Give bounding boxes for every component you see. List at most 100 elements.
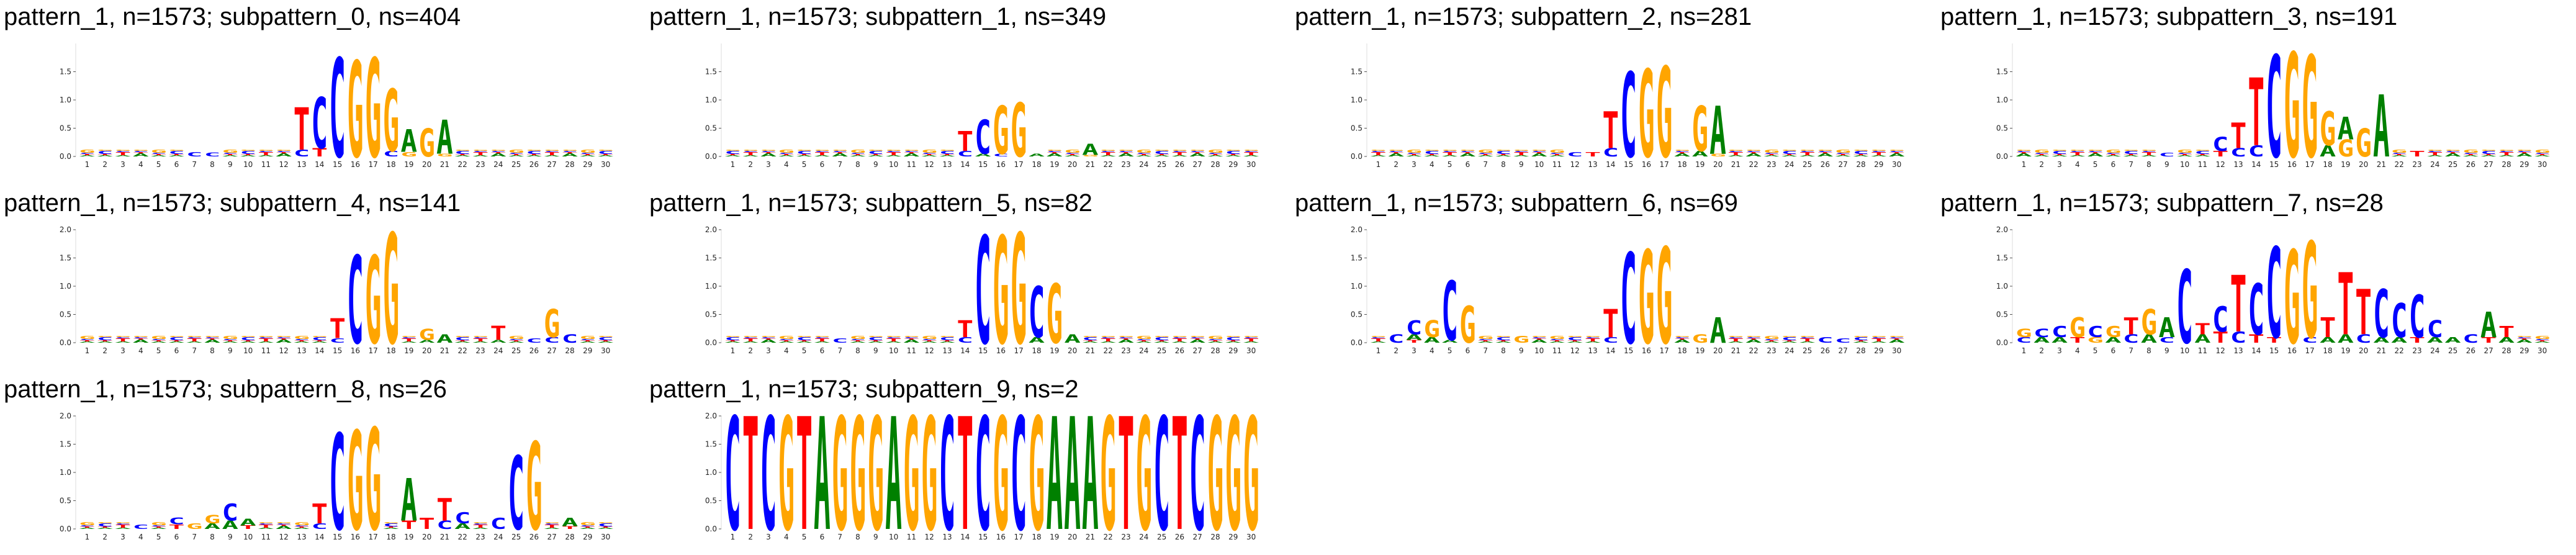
logo-letter-C: C (2230, 146, 2247, 160)
logo-letter-A: A (1064, 386, 1081, 555)
logo-letter-T: T (312, 340, 328, 342)
x-tick-label: 25 (2448, 346, 2457, 355)
logo-letter-C: C (97, 336, 114, 341)
logo-letter-C: C (2230, 329, 2247, 347)
logo-letter-C: C (276, 151, 292, 153)
x-tick-label: 18 (1032, 346, 1041, 355)
logo-letter-G: G (1871, 336, 1888, 338)
logo-letter-C: C (508, 153, 525, 155)
logo-letter-T: T (2087, 152, 2104, 154)
logo-letter-T: T (115, 151, 132, 156)
logo-letter-G: G (1745, 336, 1762, 338)
logo-letter-T: T (133, 338, 150, 340)
logo-letter-T: T (1136, 154, 1153, 156)
y-tick-label: 0.0 (705, 338, 717, 347)
panel-title: pattern_1, n=1573; subpattern_9, ns=2 (649, 376, 1079, 403)
logo-letter-T: T (1171, 338, 1188, 343)
logo-letter-T: T (1189, 152, 1206, 154)
logo-letter-A: A (2105, 155, 2122, 157)
logo-letter-G: G (724, 336, 741, 338)
logo-letter-C: C (2015, 151, 2032, 153)
logo-letter-A: A (418, 339, 435, 343)
logo-letter-G: G (2498, 150, 2515, 151)
x-tick-label: 8 (1501, 160, 1506, 169)
logo-letter-G: G (2302, 216, 2318, 369)
x-tick-label: 17 (369, 346, 378, 355)
logo-letter-A: A (1406, 155, 1423, 157)
logo-letter-G: G (1118, 336, 1135, 338)
y-tick-label: 0.5 (60, 497, 71, 505)
logo-letter-G: G (1638, 225, 1655, 374)
logo-letter-T: T (508, 340, 525, 342)
y-tick-label: 1.5 (60, 254, 71, 263)
y-tick-label: 0.0 (1351, 152, 1362, 161)
logo-letter-G: G (1047, 150, 1063, 151)
x-tick-label: 20 (1068, 533, 1077, 541)
logo-letter-A: A (1799, 155, 1816, 157)
logo-letter-G: G (597, 150, 614, 151)
logo-letter-T: T (1477, 154, 1494, 156)
logo-letter-C: C (2427, 315, 2444, 343)
x-tick-label: 28 (1210, 160, 1220, 169)
x-tick-label: 7 (837, 533, 842, 541)
logo-letter-T: T (115, 338, 132, 343)
logo-letter-G: G (1388, 150, 1405, 151)
logo-letter-G: G (294, 335, 310, 340)
logo-letter-A: A (2176, 155, 2193, 157)
logo-letter-T: T (1388, 152, 1405, 154)
x-tick-label: 22 (1749, 346, 1759, 355)
logo-letter-C: C (2266, 28, 2282, 190)
logo-letter-C: C (383, 149, 400, 158)
logo-letter-G: G (240, 150, 256, 151)
logo-letter-C: C (472, 151, 489, 153)
logo-letter-A: A (2015, 153, 2032, 158)
logo-letter-G: G (1727, 336, 1744, 338)
y-tick-label: 0.0 (1351, 338, 1362, 347)
logo-letter-G: G (1531, 336, 1547, 338)
logo-letter-A: A (939, 341, 956, 343)
logo-letter-T: T (885, 338, 902, 343)
logo-letter-A: A (2051, 335, 2068, 345)
logo-letter-T: T (580, 340, 597, 342)
x-tick-label: 3 (766, 346, 771, 355)
x-tick-label: 2 (102, 533, 107, 541)
logo-letter-A: A (1243, 155, 1259, 157)
logo-letter-G: G (1047, 268, 1063, 363)
logo-letter-T: T (1171, 386, 1188, 555)
logo-letter-G: G (544, 522, 561, 524)
logo-letter-A: A (454, 155, 471, 157)
x-tick-label: 13 (942, 346, 952, 355)
logo-letter-G: G (1799, 150, 1816, 151)
logo-letter-C: C (490, 151, 507, 153)
logo-letter-G: G (2033, 149, 2050, 154)
logo-letter-A: A (1477, 155, 1494, 157)
logo-letter-G: G (1549, 335, 1565, 340)
logo-letter-G: G (544, 150, 561, 151)
logo-letter-A: A (1531, 339, 1547, 344)
logo-letter-C: C (2266, 223, 2282, 367)
logo-letter-A: A (1153, 341, 1170, 343)
logo-panel-3: pattern_1, n=1573; subpattern_3, ns=191 0… (1937, 2, 2576, 191)
logo-letter-A: A (1047, 153, 1063, 158)
logo-letter-G: G (133, 150, 150, 151)
logo-letter-C: C (1441, 265, 1458, 360)
logo-letter-C: C (1388, 332, 1405, 346)
logo-letter-G: G (760, 336, 777, 338)
x-tick-label: 12 (2216, 346, 2225, 355)
logo-letter-A: A (1745, 153, 1762, 158)
logo-letter-C: C (2033, 153, 2050, 155)
logo-letter-A: A (1225, 155, 1242, 157)
logo-letter-C: C (150, 339, 167, 341)
logo-letter-T: T (742, 151, 759, 156)
panel-title: pattern_1, n=1573; subpattern_6, ns=69 (1295, 189, 1738, 217)
logo-letter-A: A (1674, 339, 1691, 344)
logo-letter-G: G (1853, 336, 1870, 338)
x-tick-label: 15 (333, 533, 342, 541)
y-tick-label: 1.0 (705, 468, 717, 477)
logo-letter-T: T (1225, 340, 1242, 342)
logo-letter-G: G (2015, 327, 2032, 340)
x-tick-label: 17 (1014, 346, 1024, 355)
x-tick-label: 21 (1086, 346, 1095, 355)
logo-letter-T: T (79, 526, 96, 528)
logo-letter-T: T (1370, 338, 1387, 343)
